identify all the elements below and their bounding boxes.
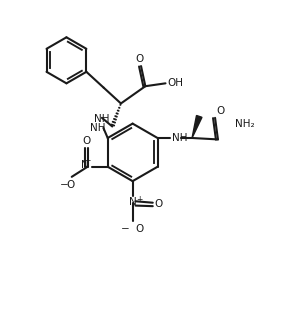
Text: −: − [121, 224, 130, 234]
Text: O: O [154, 199, 163, 209]
Text: O: O [66, 180, 74, 190]
Text: NH: NH [172, 133, 187, 143]
Polygon shape [192, 116, 202, 138]
Text: +: + [84, 156, 91, 165]
Text: O: O [216, 106, 225, 116]
Text: O: O [136, 54, 144, 64]
Text: −: − [60, 180, 69, 190]
Text: N: N [129, 197, 136, 207]
Text: NH₂: NH₂ [235, 118, 255, 128]
Text: N: N [81, 160, 88, 170]
Text: O: O [82, 136, 90, 146]
Text: O: O [136, 224, 144, 234]
Text: +: + [136, 195, 143, 204]
Text: OH: OH [167, 78, 183, 88]
Text: NH: NH [94, 114, 110, 125]
Text: NH: NH [90, 123, 105, 133]
